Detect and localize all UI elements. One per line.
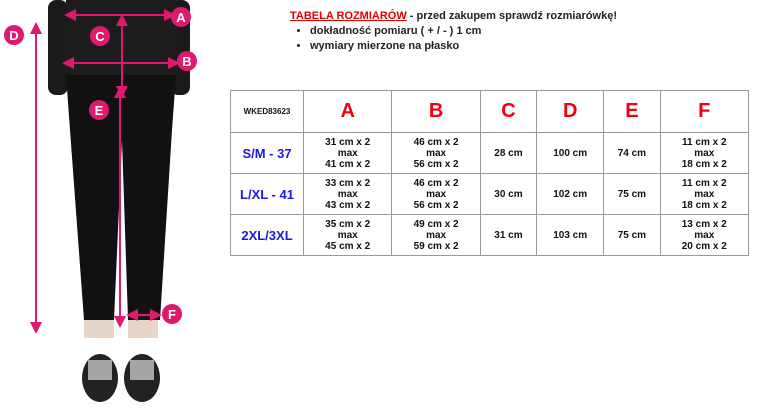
cell-line: max (694, 147, 715, 159)
cell-line: max (426, 147, 447, 159)
table-cell: 31 cm (479, 214, 538, 256)
size-label: L/XL - 41 (230, 173, 304, 215)
table-cell: 13 cm x 2 max 20 cm x 2 (659, 214, 750, 256)
model-figure (48, 0, 190, 402)
cell-line: 18 cm x 2 (681, 199, 727, 211)
size-table-subtitle: - przed zakupem sprawdź rozmiarówkę! (406, 10, 617, 22)
column-header-e: E (603, 90, 661, 133)
cell-line: max (694, 229, 715, 241)
cell-line: 46 cm x 2 (413, 177, 459, 189)
cell-line: 59 cm x 2 (413, 240, 459, 252)
cell-line: 46 cm x 2 (413, 136, 459, 148)
cell-line: 75 cm (617, 229, 647, 241)
cell-line: 28 cm (494, 147, 523, 159)
table-cell: 31 cm x 2 max 41 cm x 2 (302, 132, 393, 174)
table-cell: 28 cm (479, 132, 538, 174)
model-photo-diagram: A B C D E F (4, 0, 197, 402)
column-header-b: B (391, 90, 481, 133)
size-label: S/M - 37 (230, 132, 304, 174)
table-cell: 46 cm x 2 max 56 cm x 2 (391, 173, 481, 215)
cell-line: max (337, 188, 358, 200)
table-row: 2XL/3XL 35 cm x 2 max 45 cm x 2 49 cm x 2 max… (230, 214, 750, 256)
size-table-title: TABELA ROZMIARÓW (290, 10, 407, 22)
table-cell: 46 cm x 2 max 56 cm x 2 (391, 132, 481, 174)
table-cell: 102 cm (536, 173, 605, 215)
cell-line: max (426, 229, 447, 241)
cell-line: 33 cm x 2 (325, 177, 371, 189)
cell-line: max (337, 229, 358, 241)
table-cell: 100 cm (536, 132, 605, 174)
cell-line: 35 cm x 2 (325, 218, 371, 230)
column-header-c: C (479, 90, 538, 133)
label-a: A (171, 7, 191, 27)
cell-line: 18 cm x 2 (681, 158, 727, 170)
table-row: S/M - 37 31 cm x 2 max 41 cm x 2 46 cm x 2 ma… (230, 132, 750, 174)
table-cell: 74 cm (603, 132, 661, 174)
cell-line: 41 cm x 2 (325, 158, 371, 170)
cell-line: 11 cm x 2 (682, 177, 727, 189)
size-chart-header: TABELA ROZMIARÓW - przed zakupem sprawdź… (290, 10, 617, 54)
cell-line: max (337, 147, 358, 159)
cell-line: 103 cm (553, 229, 588, 241)
column-header-d: D (536, 90, 605, 133)
cell-line: 102 cm (553, 188, 588, 200)
table-cell: 103 cm (536, 214, 605, 256)
bullet-flat-measure: wymiary mierzone na płasko (310, 39, 617, 54)
cell-line: 49 cm x 2 (413, 218, 459, 230)
cell-line: 75 cm (617, 188, 647, 200)
svg-text:F: F (168, 307, 176, 322)
cell-line: 13 cm x 2 (681, 218, 727, 230)
label-b: B (177, 51, 197, 71)
cell-line: 56 cm x 2 (413, 199, 459, 211)
bullet-accuracy: dokładność pomiaru ( + / - ) 1 cm (310, 24, 617, 39)
svg-text:E: E (95, 103, 104, 118)
label-e: E (89, 100, 109, 120)
cell-line: 30 cm (494, 188, 523, 200)
svg-text:C: C (95, 29, 105, 44)
svg-text:D: D (9, 28, 18, 43)
table-cell: 35 cm x 2 max 45 cm x 2 (302, 214, 393, 256)
cell-line: 11 cm x 2 (682, 136, 727, 148)
label-c: C (90, 26, 110, 46)
cell-line: max (694, 188, 715, 200)
cell-line: 31 cm (494, 229, 523, 241)
table-cell: 33 cm x 2 max 43 cm x 2 (302, 173, 393, 215)
cell-line: 100 cm (553, 147, 588, 159)
table-cell: 75 cm (603, 214, 661, 256)
svg-text:A: A (176, 10, 186, 25)
label-f: F (162, 304, 182, 324)
table-cell: 49 cm x 2 max 59 cm x 2 (391, 214, 481, 256)
product-code: WKED83623 (230, 90, 304, 133)
cell-line: 31 cm x 2 (325, 136, 371, 148)
table-cell: 75 cm (603, 173, 661, 215)
cell-line: max (426, 188, 447, 200)
column-header-a: A (302, 90, 393, 133)
table-cell: 30 cm (479, 173, 538, 215)
table-cell: 11 cm x 2 max 18 cm x 2 (659, 173, 750, 215)
cell-line: 43 cm x 2 (325, 199, 371, 211)
cell-line: 56 cm x 2 (413, 158, 459, 170)
size-label: 2XL/3XL (230, 214, 304, 256)
table-cell: 11 cm x 2 max 18 cm x 2 (659, 132, 750, 174)
column-header-f: F (659, 90, 750, 133)
cell-line: 74 cm (617, 147, 647, 159)
cell-line: 20 cm x 2 (681, 240, 727, 252)
label-d: D (4, 25, 24, 45)
cell-line: 45 cm x 2 (325, 240, 371, 252)
svg-text:B: B (182, 54, 191, 69)
